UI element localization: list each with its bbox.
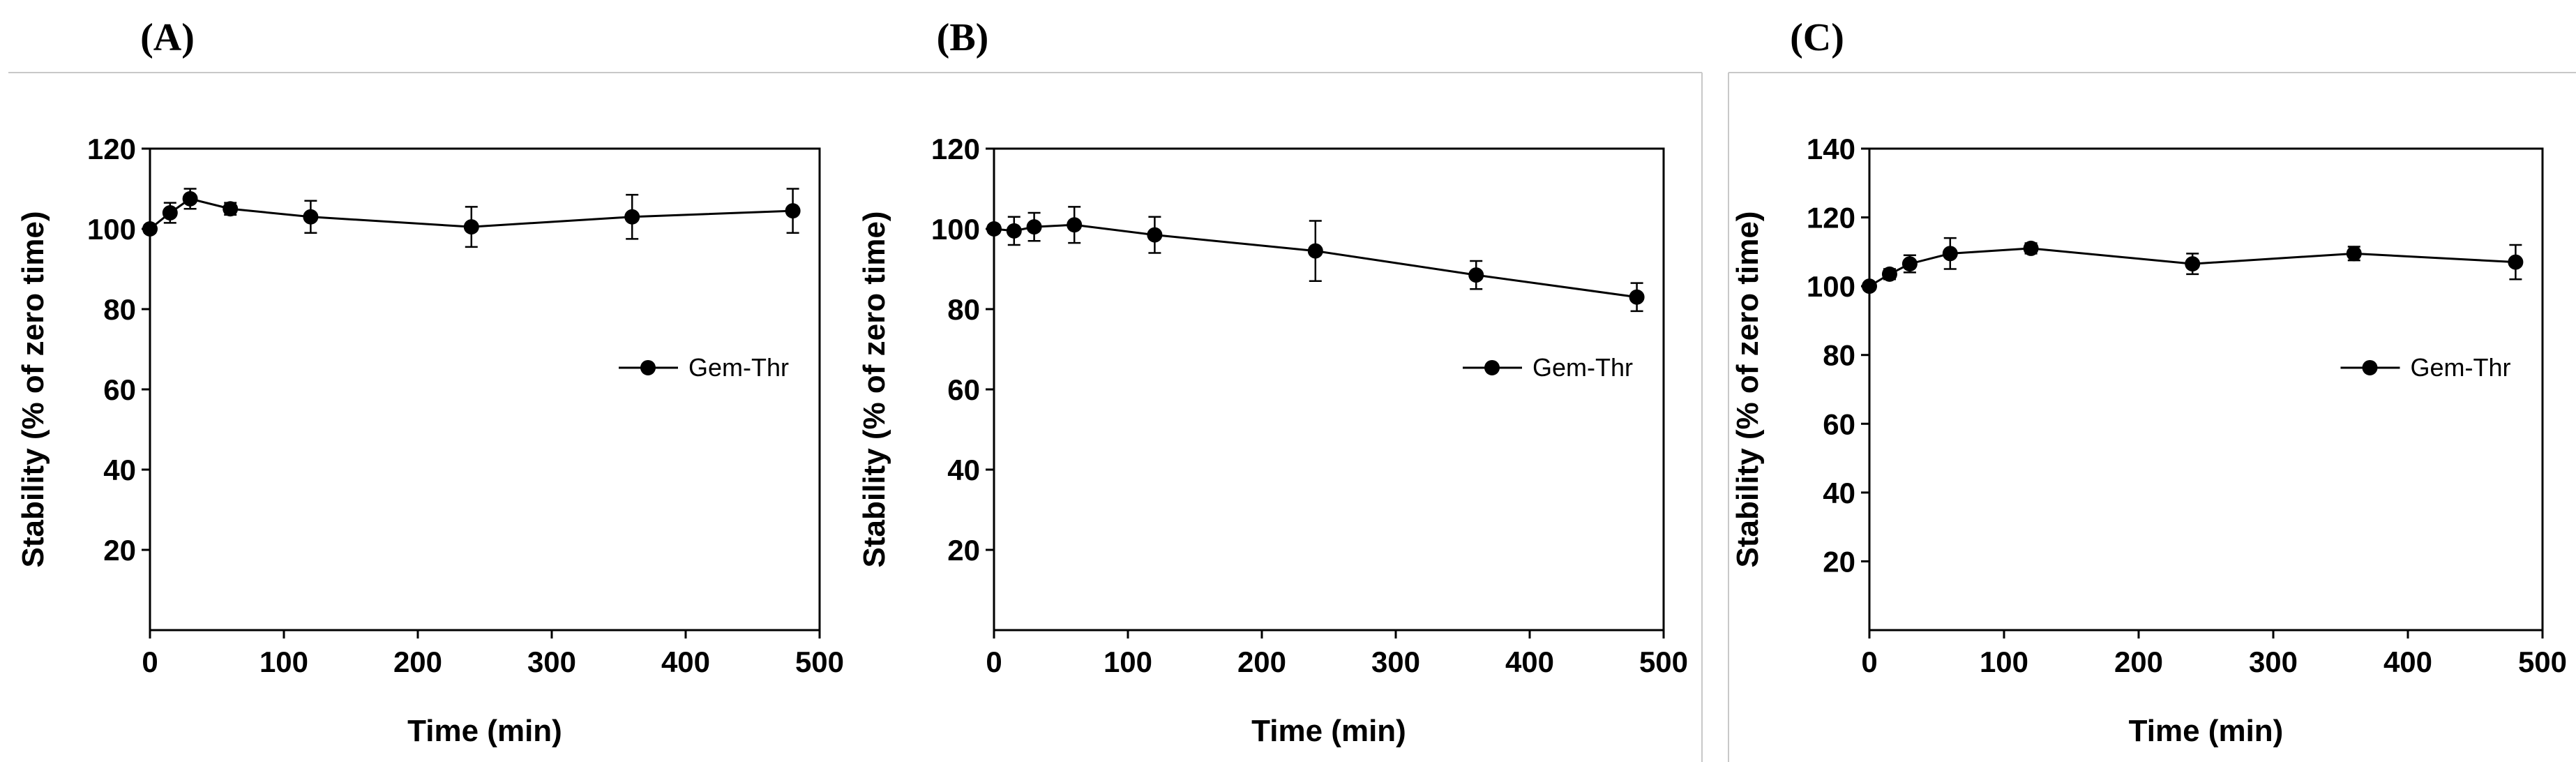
y-axis-title: Stability (% of zero time): [1731, 211, 1765, 568]
legend-marker: [2362, 359, 2378, 375]
y-axis-title: Stability (% of zero time): [857, 211, 891, 568]
y-tick-label: 40: [1823, 477, 1855, 509]
data-point: [2023, 240, 2039, 256]
y-tick-label: 20: [103, 534, 136, 567]
y-tick-label: 120: [87, 133, 136, 165]
data-point: [303, 209, 319, 225]
data-point: [1942, 246, 1958, 262]
data-point: [986, 221, 1002, 237]
data-point: [1067, 217, 1083, 233]
x-tick-label: 300: [527, 645, 576, 678]
x-tick-label: 400: [2383, 645, 2432, 678]
x-tick-label: 100: [1980, 645, 2028, 678]
data-point: [2346, 246, 2362, 262]
x-tick-label: 0: [1861, 645, 1877, 678]
data-point: [463, 219, 479, 235]
legend-label: Gem-Thr: [1532, 353, 1633, 382]
x-tick-label: 200: [2114, 645, 2163, 678]
x-tick-label: 300: [1371, 645, 1420, 678]
x-axis-title: Time (min): [1251, 714, 1406, 748]
chart-panel-a: (A) 20 40 60 80 100 120 0 100 200 300 400 500 Time (m…: [16, 16, 844, 748]
y-tick-label: 100: [931, 213, 980, 246]
data-point: [785, 203, 801, 219]
plot-area-frame: [149, 147, 821, 632]
x-axis-title: Time (min): [2129, 714, 2284, 748]
plot-area-frame: [1868, 147, 2544, 632]
plot-area-frame: [993, 147, 1665, 632]
data-point: [1901, 256, 1918, 272]
data-point: [142, 221, 158, 237]
y-tick-label: 140: [1807, 133, 1855, 165]
x-axis-title: Time (min): [407, 714, 562, 748]
data-point: [624, 209, 640, 225]
y-axis-title: Stability (% of zero time): [16, 211, 50, 568]
legend-label: Gem-Thr: [688, 353, 789, 382]
x-tick-label: 200: [393, 645, 442, 678]
y-tick-label: 20: [947, 534, 980, 567]
y-tick-label: 120: [931, 133, 980, 165]
x-tick-label: 300: [2249, 645, 2298, 678]
data-point: [1881, 266, 1897, 282]
panel-label: (C): [1790, 16, 1844, 59]
x-tick-label: 200: [1237, 645, 1286, 678]
data-point: [1006, 223, 1022, 239]
legend-marker: [1484, 359, 1500, 375]
y-tick-label: 100: [1807, 270, 1855, 303]
x-tick-label: 500: [1639, 645, 1688, 678]
chart-panel-b: (B) 20 40 60 80 100 120 0 100 200 300 400 500 Time (m…: [857, 16, 1688, 748]
data-point: [1147, 227, 1163, 243]
x-tick-label: 500: [2518, 645, 2567, 678]
x-tick-label: 400: [661, 645, 710, 678]
data-point: [2508, 254, 2524, 270]
data-point: [162, 205, 178, 221]
y-tick-label: 40: [103, 454, 136, 486]
data-point: [1629, 289, 1645, 305]
x-tick-label: 0: [986, 645, 1002, 678]
y-tick-label: 60: [103, 373, 136, 406]
y-tick-label: 60: [947, 373, 980, 406]
data-point: [1468, 267, 1484, 283]
data-point: [1862, 278, 1877, 294]
panel-label: (B): [937, 16, 989, 59]
x-tick-label: 100: [1104, 645, 1152, 678]
y-tick-label: 60: [1823, 408, 1855, 440]
legend-label: Gem-Thr: [2411, 353, 2511, 382]
data-point: [1026, 219, 1042, 235]
x-tick-label: 400: [1505, 645, 1554, 678]
y-tick-label: 20: [1823, 545, 1855, 578]
y-tick-label: 40: [947, 454, 980, 486]
y-tick-label: 80: [103, 293, 136, 326]
x-tick-label: 0: [142, 645, 158, 678]
y-tick-label: 100: [87, 213, 136, 246]
y-tick-label: 80: [947, 293, 980, 326]
panel-label: (A): [140, 16, 195, 59]
legend-marker: [640, 359, 656, 375]
y-tick-label: 120: [1807, 202, 1855, 234]
data-point: [182, 190, 198, 207]
data-point: [2185, 256, 2201, 272]
chart-panel-c: (C) 20 40 60 80 100 120 140 0 100 200 300 400 500 Time…: [1731, 16, 2567, 748]
x-tick-label: 500: [795, 645, 844, 678]
data-point: [1307, 243, 1323, 259]
data-point: [223, 201, 239, 217]
x-tick-label: 100: [259, 645, 308, 678]
y-tick-label: 80: [1823, 339, 1855, 372]
